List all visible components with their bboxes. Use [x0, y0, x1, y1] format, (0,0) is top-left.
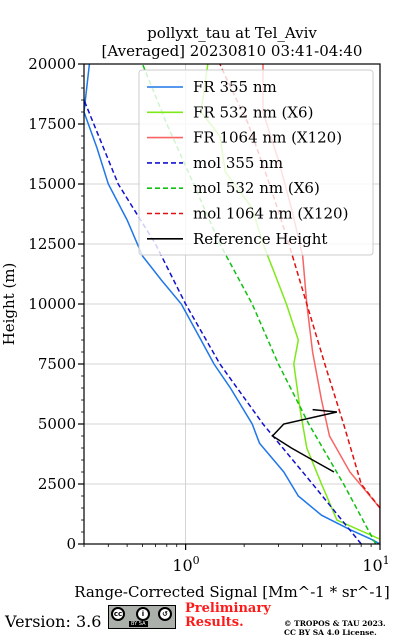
y-tick-label: 2500	[38, 475, 76, 493]
chart-title: pollyxt_tau at Tel_Aviv	[147, 24, 317, 42]
by-icon: i	[136, 607, 150, 621]
y-tick-label: 15000	[28, 175, 76, 193]
series-line-reference-height	[271, 408, 338, 473]
series-line-mol-355-nm	[84, 99, 362, 544]
y-tick-label: 5000	[38, 415, 76, 433]
cc-badge-label: BY SA	[129, 621, 148, 627]
legend-entry: mol 532 nm (X6)	[193, 179, 320, 197]
series-line-fr-355-nm	[84, 64, 380, 544]
copyright-line-1: © TROPOS & TAU 2023.	[284, 619, 386, 628]
x-tick-label-10: 101	[362, 554, 389, 575]
x-axis: 100 101	[83, 544, 390, 575]
y-axis: 0 2500 5000 7500 10000 12500 15000 17500 20000	[28, 55, 84, 553]
legend-entry: FR 355 nm	[193, 78, 277, 96]
series-line-mol-532-nm-x6	[141, 64, 377, 544]
legend-entry: FR 1064 nm (X120)	[193, 129, 342, 147]
y-tick-label: 12500	[28, 235, 76, 253]
cc-license-badge: cc i ↺ BY SA	[108, 605, 176, 629]
preliminary-line-1: Preliminary	[185, 601, 271, 616]
y-tick-label: 10000	[28, 295, 76, 313]
preliminary-notice: Preliminary Results.	[185, 602, 271, 630]
copyright-notice: © TROPOS & TAU 2023. CC BY SA 4.0 Licens…	[284, 619, 386, 637]
legend: FR 355 nm FR 532 nm (X6) FR 1064 nm (X120)…	[138, 69, 374, 256]
footer: Version: 3.6 cc i ↺ BY SA Preliminary Re…	[0, 602, 400, 640]
legend-entry: mol 355 nm	[193, 154, 283, 172]
y-tick-label: 7500	[38, 355, 76, 373]
legend-entry: mol 1064 nm (X120)	[193, 205, 348, 223]
copyright-line-2: CC BY SA 4.0 License.	[284, 628, 377, 637]
legend-box	[138, 69, 374, 256]
x-tick-label-1: 100	[172, 554, 199, 575]
cc-icon: cc	[111, 607, 125, 621]
y-tick-label: 20000	[28, 55, 76, 73]
chart-svg: pollyxt_tau at Tel_Aviv [Averaged] 20230…	[0, 24, 390, 601]
version-label: Version: 3.6	[5, 612, 102, 631]
legend-entry: FR 532 nm (X6)	[193, 103, 313, 121]
sa-icon: ↺	[158, 607, 172, 621]
preliminary-line-2: Results.	[185, 615, 244, 630]
y-tick-label: 17500	[28, 115, 76, 133]
legend-entry: Reference Height	[193, 230, 327, 248]
chart-subtitle: [Averaged] 20230810 03:41-04:40	[102, 42, 363, 60]
y-axis-label: Height (m)	[0, 263, 18, 346]
y-tick-label: 0	[66, 535, 76, 553]
x-axis-label: Range-Corrected Signal [Mm^-1 * sr^-1]	[74, 583, 390, 601]
